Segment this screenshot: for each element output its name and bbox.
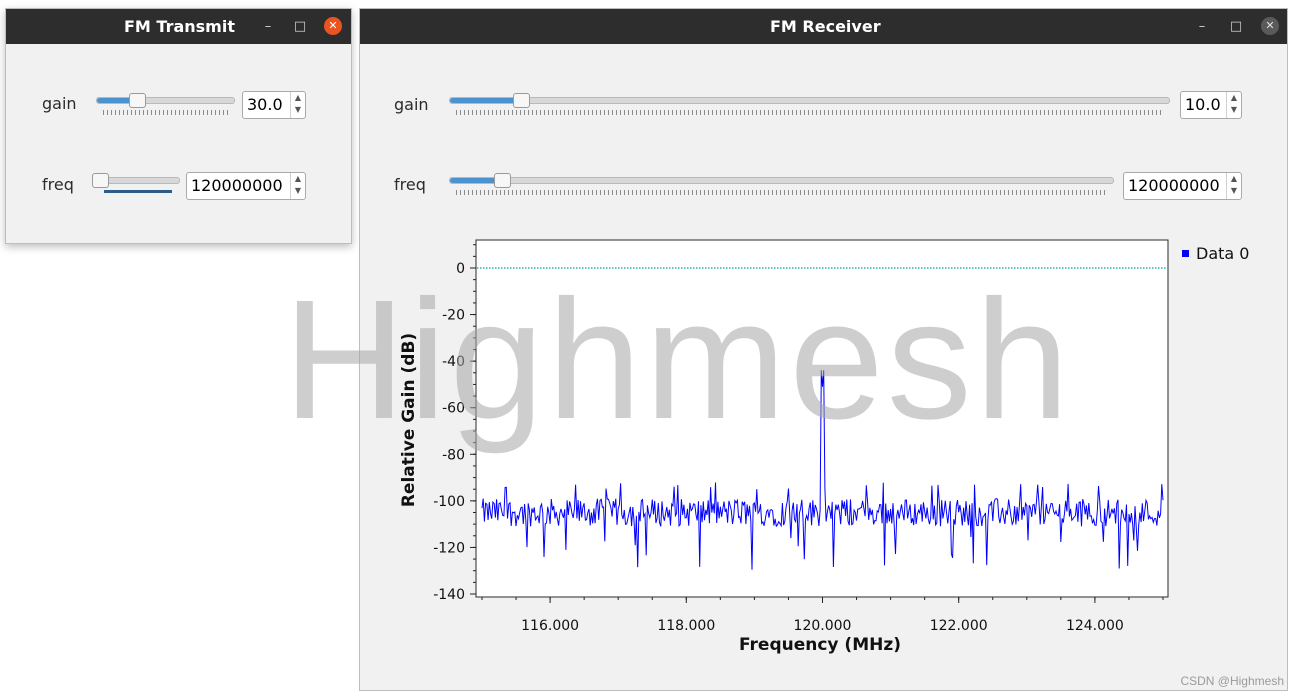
watermark-text: Highmesh: [283, 265, 1073, 455]
transmit-freq-handle[interactable]: [92, 173, 110, 188]
y-tick-label: 0: [456, 261, 465, 277]
receiver-freq-handle[interactable]: [494, 173, 512, 188]
close-icon[interactable]: ✕: [1261, 17, 1279, 35]
y-tick-label: -100: [433, 494, 465, 510]
credit-text: CSDN @Highmesh: [1180, 674, 1284, 688]
receiver-gain-ticks: [456, 110, 1161, 115]
receiver-freq-spinbox[interactable]: 120000000 ▲ ▼: [1123, 172, 1242, 200]
receiver-freq-fill: [450, 178, 504, 183]
transmit-freq-spinbox[interactable]: 120000000 ▲ ▼: [186, 172, 306, 200]
receiver-freq-value[interactable]: 120000000: [1128, 176, 1220, 195]
spin-arrows-icon[interactable]: ▲ ▼: [290, 92, 305, 118]
maximize-icon[interactable]: □: [1229, 19, 1243, 34]
transmit-gain-handle[interactable]: [129, 93, 147, 108]
y-tick-label: -80: [442, 447, 465, 463]
x-tick-label: 120.000: [794, 618, 852, 634]
fm-transmit-window: FM Transmit – □ ✕ gain 30.0 ▲ ▼ freq 1200…: [5, 8, 352, 244]
transmit-freq-value[interactable]: 120000000: [191, 176, 283, 195]
transmit-title: FM Transmit: [124, 17, 235, 36]
receiver-gain-label: gain: [394, 95, 429, 114]
transmit-gain-spinbox[interactable]: 30.0 ▲ ▼: [242, 91, 306, 119]
legend-label[interactable]: Data 0: [1196, 244, 1249, 263]
receiver-freq-slider[interactable]: [449, 177, 1114, 184]
spin-arrows-icon[interactable]: ▲ ▼: [290, 173, 305, 199]
maximize-icon[interactable]: □: [293, 19, 307, 34]
x-tick-label: 116.000: [521, 618, 579, 634]
x-axis-title: Frequency (MHz): [739, 635, 901, 655]
receiver-gain-slider[interactable]: [449, 97, 1170, 104]
transmit-gain-fill: [97, 98, 139, 103]
receiver-gain-handle[interactable]: [512, 93, 530, 108]
transmit-gain-label: gain: [42, 94, 77, 113]
receiver-freq-ticks: [456, 190, 1105, 195]
minimize-icon[interactable]: –: [1198, 19, 1206, 34]
spin-arrows-icon[interactable]: ▲ ▼: [1226, 92, 1241, 118]
receiver-gain-fill: [450, 98, 522, 103]
receiver-title: FM Receiver: [770, 17, 881, 36]
receiver-titlebar[interactable]: FM Receiver – □ ✕: [360, 9, 1287, 44]
x-tick-label: 124.000: [1066, 618, 1124, 634]
series-data-0: [481, 370, 1164, 570]
transmit-freq-ticks: [104, 190, 172, 193]
y-tick-label: -40: [442, 354, 465, 370]
spin-arrows-icon[interactable]: ▲ ▼: [1226, 173, 1241, 199]
plot-area: [475, 239, 1169, 598]
y-tick-label: -60: [442, 401, 465, 417]
transmit-titlebar[interactable]: FM Transmit – □ ✕: [6, 9, 351, 44]
x-tick-label: 118.000: [657, 618, 715, 634]
transmit-gain-slider[interactable]: [96, 97, 235, 104]
y-tick-label: -120: [433, 540, 465, 556]
receiver-freq-label: freq: [394, 175, 426, 194]
minimize-icon[interactable]: –: [264, 19, 272, 34]
transmit-gain-ticks: [103, 110, 228, 115]
transmit-gain-value[interactable]: 30.0: [247, 95, 283, 114]
y-tick-label: -140: [433, 587, 465, 603]
close-icon[interactable]: ✕: [324, 17, 342, 35]
y-tick-label: -20: [442, 308, 465, 324]
receiver-gain-spinbox[interactable]: 10.0 ▲ ▼: [1180, 91, 1242, 119]
x-tick-label: 122.000: [930, 618, 988, 634]
legend-swatch: [1182, 250, 1189, 257]
y-axis-title: Relative Gain (dB): [399, 333, 419, 507]
transmit-freq-label: freq: [42, 175, 74, 194]
receiver-gain-value[interactable]: 10.0: [1185, 95, 1221, 114]
